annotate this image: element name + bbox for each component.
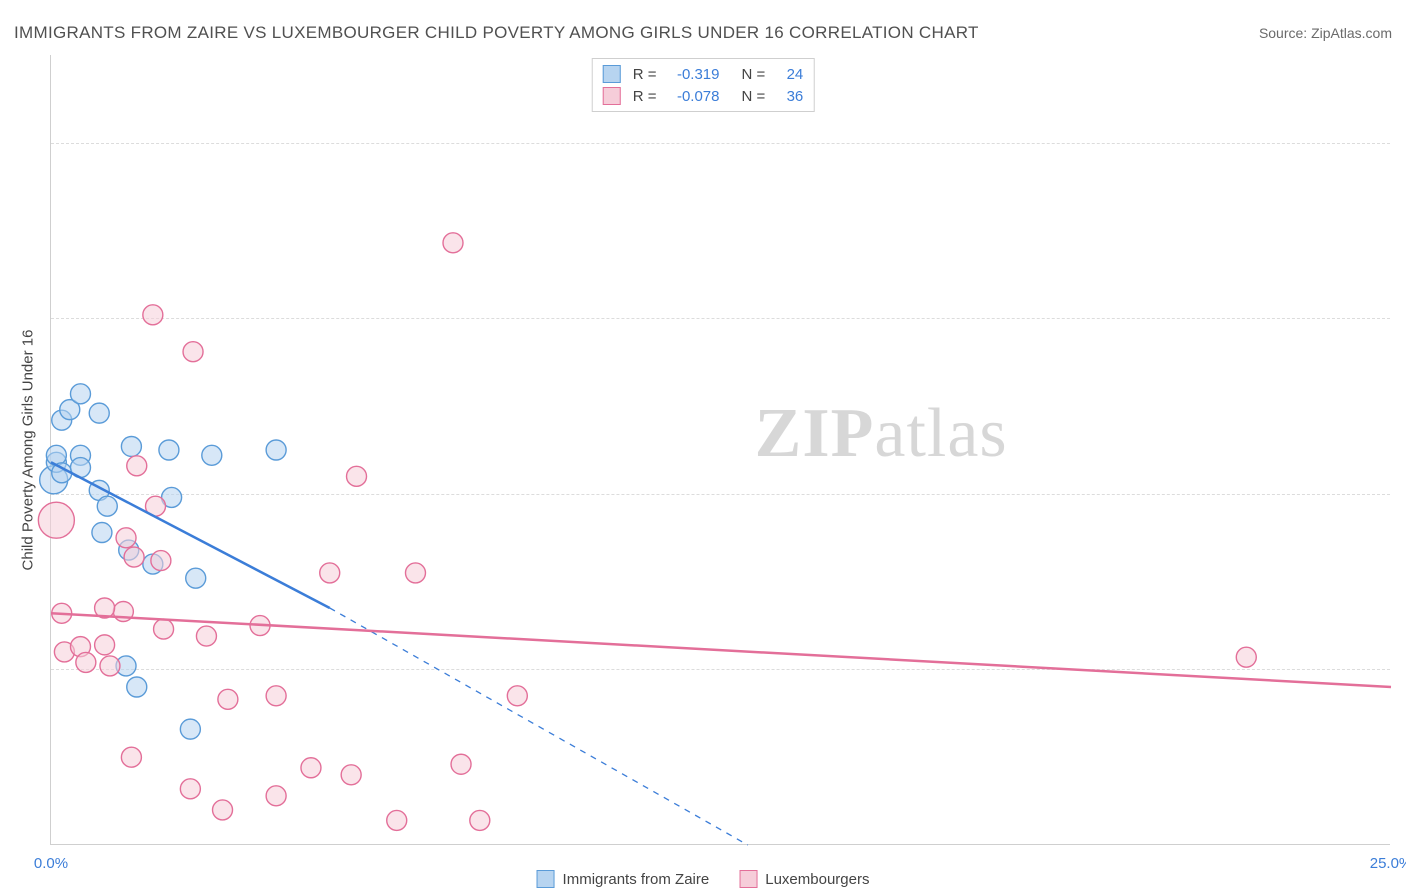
data-point-zaire xyxy=(70,384,90,404)
data-point-luxembourgers xyxy=(218,689,238,709)
data-point-luxembourgers xyxy=(451,754,471,774)
data-point-luxembourgers xyxy=(266,786,286,806)
r-label: R = xyxy=(633,88,657,105)
data-point-zaire xyxy=(97,496,117,516)
source-attribution: Source: ZipAtlas.com xyxy=(1259,25,1392,41)
data-point-luxembourgers xyxy=(100,656,120,676)
legend-correlation-row: R = -0.319 N = 24 xyxy=(603,63,804,85)
data-point-luxembourgers xyxy=(180,779,200,799)
chart-svg xyxy=(51,55,1390,844)
data-point-zaire xyxy=(180,719,200,739)
n-label: N = xyxy=(742,88,766,105)
legend-series-label: Immigrants from Zaire xyxy=(563,871,710,888)
y-tick-label: 30.0% xyxy=(1395,310,1406,327)
chart-title: IMMIGRANTS FROM ZAIRE VS LUXEMBOURGER CH… xyxy=(14,23,979,43)
n-value: 24 xyxy=(773,66,803,83)
data-point-luxembourgers xyxy=(95,635,115,655)
data-point-zaire xyxy=(127,677,147,697)
y-tick-label: 10.0% xyxy=(1395,661,1406,678)
legend-swatch xyxy=(739,870,757,888)
r-value: -0.319 xyxy=(665,66,720,83)
data-point-luxembourgers xyxy=(405,563,425,583)
data-point-luxembourgers xyxy=(127,456,147,476)
legend-swatch xyxy=(603,87,621,105)
data-point-luxembourgers xyxy=(301,758,321,778)
legend-swatch xyxy=(537,870,555,888)
plot-area: ZIPatlas 10.0%20.0%30.0%40.0%0.0%25.0% xyxy=(50,55,1390,845)
data-point-luxembourgers xyxy=(154,619,174,639)
data-point-zaire xyxy=(266,440,286,460)
x-tick-label: 25.0% xyxy=(1370,855,1406,872)
title-bar: IMMIGRANTS FROM ZAIRE VS LUXEMBOURGER CH… xyxy=(14,18,1392,48)
data-point-luxembourgers xyxy=(121,747,141,767)
data-point-luxembourgers xyxy=(507,686,527,706)
data-point-luxembourgers xyxy=(151,551,171,571)
legend-series-item: Immigrants from Zaire xyxy=(537,870,710,888)
data-point-luxembourgers xyxy=(124,547,144,567)
data-point-luxembourgers xyxy=(196,626,216,646)
data-point-luxembourgers xyxy=(470,810,490,830)
data-point-luxembourgers xyxy=(183,342,203,362)
y-tick-label: 20.0% xyxy=(1395,485,1406,502)
data-point-luxembourgers xyxy=(341,765,361,785)
legend-correlation: R = -0.319 N = 24 R = -0.078 N = 36 xyxy=(592,58,815,112)
data-point-zaire xyxy=(121,436,141,456)
legend-correlation-row: R = -0.078 N = 36 xyxy=(603,85,804,107)
legend-swatch xyxy=(603,65,621,83)
data-point-luxembourgers xyxy=(347,466,367,486)
data-point-luxembourgers xyxy=(143,305,163,325)
x-tick-label: 0.0% xyxy=(34,855,68,872)
n-label: N = xyxy=(742,66,766,83)
legend-series-item: Luxembourgers xyxy=(739,870,869,888)
y-tick-label: 40.0% xyxy=(1395,134,1406,151)
trend-line-ext-zaire xyxy=(330,608,748,845)
data-point-luxembourgers xyxy=(387,810,407,830)
n-value: 36 xyxy=(773,88,803,105)
legend-series-label: Luxembourgers xyxy=(765,871,869,888)
r-label: R = xyxy=(633,66,657,83)
data-point-luxembourgers xyxy=(320,563,340,583)
data-point-zaire xyxy=(159,440,179,460)
data-point-luxembourgers xyxy=(443,233,463,253)
trend-line-luxembourgers xyxy=(51,613,1391,687)
data-point-luxembourgers xyxy=(213,800,233,820)
data-point-zaire xyxy=(89,403,109,423)
data-point-luxembourgers xyxy=(38,502,74,538)
data-point-luxembourgers xyxy=(266,686,286,706)
y-axis-label: Child Poverty Among Girls Under 16 xyxy=(20,330,37,571)
data-point-luxembourgers xyxy=(76,652,96,672)
data-point-zaire xyxy=(186,568,206,588)
data-point-luxembourgers xyxy=(1236,647,1256,667)
legend-series: Immigrants from Zaire Luxembourgers xyxy=(529,870,878,888)
data-point-zaire xyxy=(202,445,222,465)
r-value: -0.078 xyxy=(665,88,720,105)
data-point-zaire xyxy=(92,523,112,543)
data-point-luxembourgers xyxy=(116,528,136,548)
